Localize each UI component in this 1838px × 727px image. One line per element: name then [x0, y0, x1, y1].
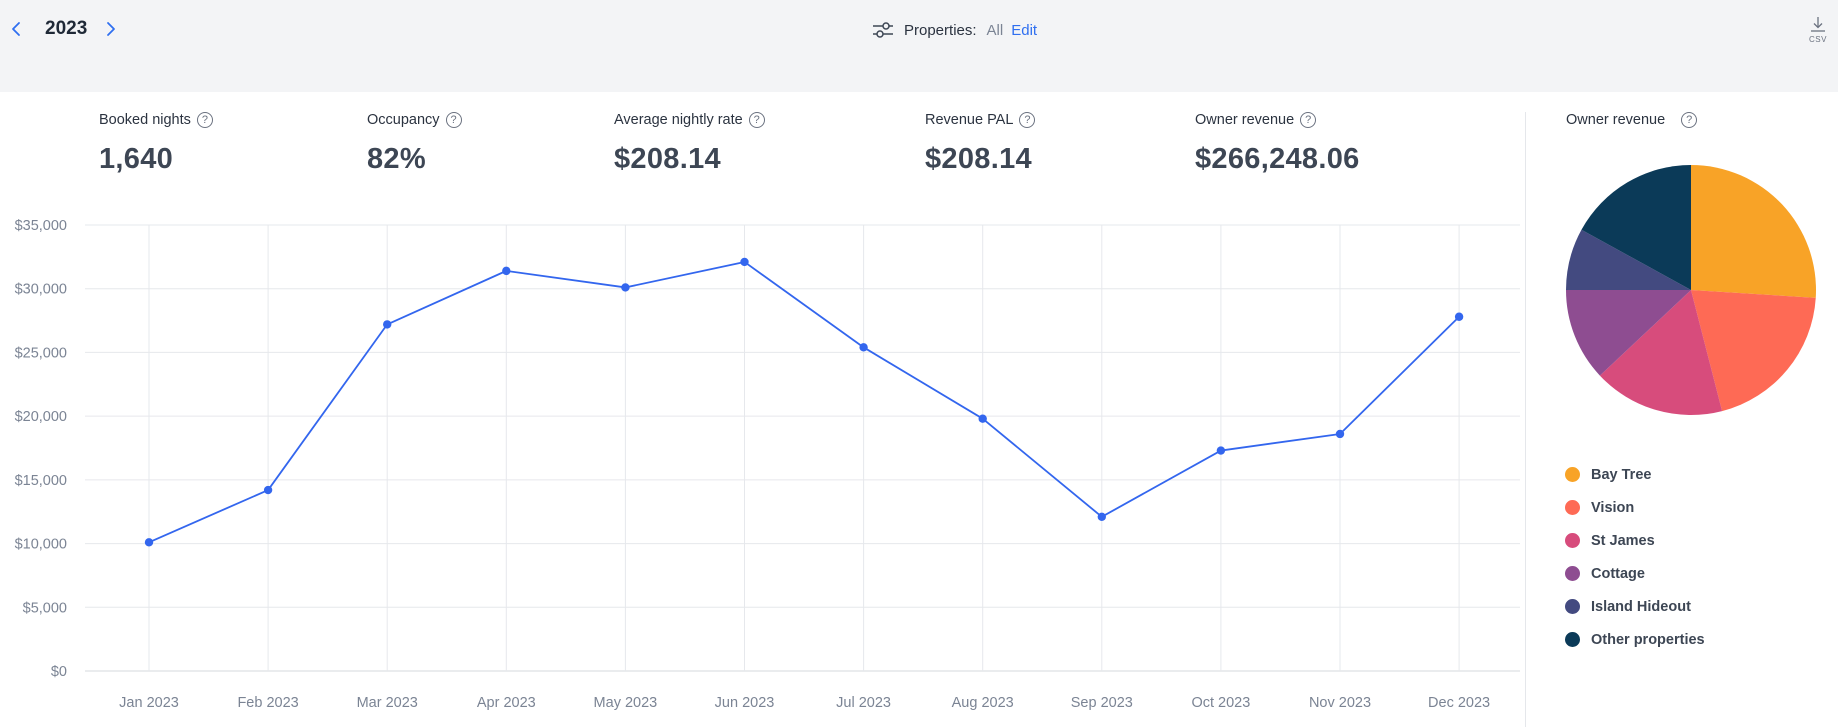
legend-swatch	[1565, 599, 1580, 614]
x-tick-label: Feb 2023	[237, 695, 298, 711]
data-point[interactable]	[1097, 512, 1107, 522]
year-navigator: 2023	[8, 16, 119, 42]
owner-revenue-pie-chart	[1566, 165, 1816, 415]
filter-sliders-icon[interactable]	[872, 20, 894, 40]
help-icon[interactable]: ?	[445, 112, 462, 128]
help-icon[interactable]: ?	[1300, 112, 1317, 128]
data-point[interactable]	[1335, 429, 1345, 439]
x-tick-label: Nov 2023	[1309, 695, 1371, 711]
pie-slice[interactable]	[1691, 290, 1816, 412]
legend-swatch	[1565, 500, 1580, 515]
legend-swatch	[1565, 566, 1580, 581]
kpi-owner-revenue[interactable]: Owner revenue? $266,248.06	[1195, 110, 1360, 176]
x-tick-label: Dec 2023	[1428, 695, 1490, 711]
kpi-label: Booked nights	[99, 112, 191, 128]
data-point[interactable]	[1454, 312, 1464, 321]
kpi-label: Owner revenue	[1195, 112, 1295, 128]
year-label: 2023	[45, 18, 88, 39]
download-icon	[1811, 17, 1825, 32]
legend-item[interactable]: Vision	[1565, 491, 1705, 524]
help-icon[interactable]: ?	[196, 112, 213, 128]
legend-item[interactable]: Bay Tree	[1565, 458, 1705, 491]
legend-label: Vision	[1591, 499, 1635, 516]
x-tick-label: Jun 2023	[715, 695, 775, 711]
data-point[interactable]	[859, 343, 868, 352]
data-point[interactable]	[1216, 446, 1226, 455]
kpi-value: $208.14	[614, 143, 721, 175]
x-tick-label: Aug 2023	[952, 695, 1014, 711]
kpi-occupancy[interactable]: Occupancy? 82%	[367, 110, 462, 176]
y-tick-label: $25,000	[15, 345, 67, 361]
y-tick-label: $5,000	[23, 600, 67, 616]
owner-revenue-line-chart: $0 $5,000 $10,000 $15,000 $20,000 $25,000 $30,…	[15, 218, 1520, 711]
csv-download-button[interactable]: CSV	[1805, 16, 1831, 46]
x-tick-label: May 2023	[594, 695, 658, 711]
chevron-left-icon	[12, 22, 20, 36]
pie-slice[interactable]	[1566, 290, 1691, 376]
kpi-label: Revenue PAL	[925, 112, 1014, 128]
legend-swatch	[1565, 632, 1580, 647]
pie-title-text: Owner revenue	[1566, 112, 1666, 128]
legend-swatch	[1565, 533, 1580, 548]
data-point[interactable]	[740, 257, 749, 267]
help-icon[interactable]: ?	[1681, 112, 1698, 128]
legend-item[interactable]: St James	[1565, 524, 1705, 557]
y-tick-label: $20,000	[15, 409, 67, 425]
next-year-button[interactable]	[103, 16, 119, 42]
y-tick-label: $10,000	[15, 537, 67, 553]
data-point[interactable]	[383, 320, 392, 329]
x-tick-label: Sep 2023	[1071, 695, 1133, 711]
kpi-value: $208.14	[925, 143, 1032, 175]
top-toolbar: 2023 Properties: All Edit CSV	[0, 0, 1838, 92]
legend-item[interactable]: Cottage	[1565, 557, 1705, 590]
legend-swatch	[1565, 467, 1580, 482]
series-line	[148, 261, 1460, 544]
pie-slice[interactable]	[1599, 290, 1723, 415]
properties-value: All	[986, 21, 1004, 39]
legend-label: Island Hideout	[1591, 598, 1691, 615]
pie-title: Owner revenue ?	[1566, 110, 1698, 130]
data-point[interactable]	[978, 414, 987, 423]
y-tick-label: $35,000	[15, 218, 67, 234]
pie-slice[interactable]	[1581, 165, 1691, 290]
panel-divider	[1525, 112, 1526, 727]
properties-filter: Properties: All Edit	[872, 17, 1037, 43]
data-point[interactable]	[144, 538, 154, 547]
pie-slice[interactable]	[1566, 229, 1691, 290]
legend-label: Bay Tree	[1591, 466, 1652, 483]
kpi-value: $266,248.06	[1195, 143, 1360, 175]
x-tick-label: Oct 2023	[1191, 695, 1250, 711]
kpi-average-nightly-rate[interactable]: Average nightly rate? $208.14	[614, 110, 765, 176]
y-tick-label: $0	[51, 664, 67, 680]
y-tick-label: $15,000	[15, 473, 67, 489]
chevron-right-icon	[107, 22, 116, 36]
help-icon[interactable]: ?	[1019, 112, 1036, 128]
legend-item[interactable]: Island Hideout	[1565, 590, 1705, 623]
kpi-label: Occupancy	[367, 112, 440, 128]
properties-label: Properties:	[904, 21, 977, 39]
x-tick-label: Mar 2023	[357, 695, 418, 711]
legend-label: Other properties	[1591, 631, 1705, 648]
x-tick-label: Jan 2023	[119, 695, 179, 711]
kpi-revenue-pal[interactable]: Revenue PAL? $208.14	[925, 110, 1036, 176]
help-icon[interactable]: ?	[748, 112, 765, 128]
legend-label: Cottage	[1591, 565, 1645, 582]
pie-legend: Bay Tree Vision St James Cottage Island Hide…	[1565, 458, 1705, 656]
data-point[interactable]	[502, 266, 511, 276]
kpi-value: 82%	[367, 143, 426, 175]
pie-slice[interactable]	[1691, 165, 1816, 298]
data-point[interactable]	[263, 485, 273, 495]
data-point[interactable]	[621, 283, 630, 292]
kpi-label: Average nightly rate	[614, 112, 743, 128]
kpi-value: 1,640	[99, 143, 174, 175]
legend-label: St James	[1591, 532, 1655, 549]
legend-item[interactable]: Other properties	[1565, 623, 1705, 656]
kpi-booked-nights[interactable]: Booked nights? 1,640	[99, 110, 213, 176]
edit-properties-link[interactable]: Edit	[1011, 21, 1038, 39]
x-tick-label: Jul 2023	[836, 695, 891, 711]
previous-year-button[interactable]	[8, 16, 24, 42]
x-tick-label: Apr 2023	[477, 695, 536, 711]
y-tick-label: $30,000	[15, 282, 67, 298]
csv-label: CSV	[1809, 35, 1827, 44]
